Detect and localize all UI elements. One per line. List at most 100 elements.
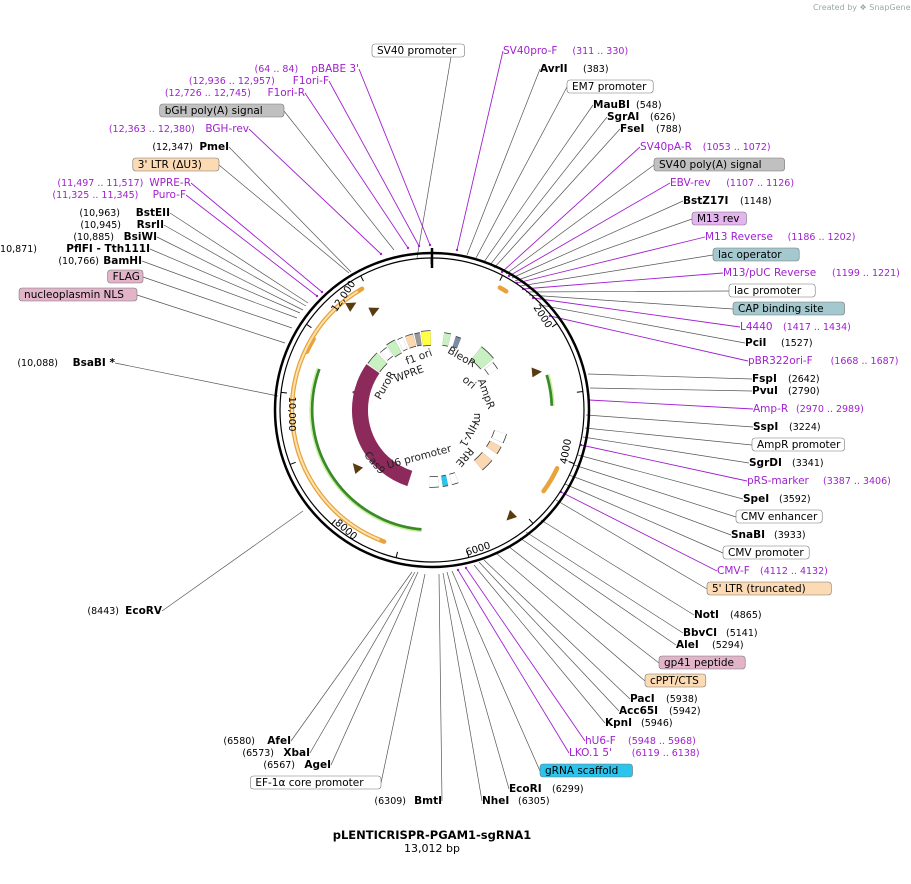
feature-arc [304, 336, 316, 354]
svg-text:(1527): (1527) [781, 338, 813, 349]
label-sv40-promoter: SV40 promoter [371, 43, 465, 58]
label-ampr-promoter: AmpR promoter [751, 437, 845, 452]
svg-text:AmpR promoter: AmpR promoter [757, 439, 841, 451]
svg-text:(3933): (3933) [774, 530, 806, 541]
svg-text:M13 rev: M13 rev [697, 213, 740, 225]
label-snabi: SnaBI (3933) [731, 529, 806, 541]
svg-text:BsiWI: BsiWI [124, 231, 157, 243]
label-l4440: L4440 (1417 .. 1434) [740, 321, 851, 333]
feature-segment [471, 346, 494, 370]
feature-segment [449, 472, 459, 485]
label-3-ltr-u3: 3' LTR (ΔU3) [132, 157, 220, 172]
label-maubi: MauBI (548) [593, 99, 662, 111]
inner-label-bleor: BleoR [445, 345, 477, 371]
svg-text:SV40 poly(A) signal: SV40 poly(A) signal [659, 159, 762, 171]
svg-text:(4112 .. 4132): (4112 .. 4132) [760, 566, 828, 577]
label-pvui: PvuI (2790) [752, 385, 820, 397]
label-bbvci: BbvCI (5141) [683, 627, 758, 639]
direction-arrow [506, 509, 518, 521]
label-alei: AleI (5294) [676, 639, 744, 651]
svg-text:SnaBI: SnaBI [731, 529, 765, 541]
label-noti: NotI (4865) [694, 609, 762, 621]
svg-text:(11,325 .. 11,345): (11,325 .. 11,345) [52, 190, 138, 201]
svg-text:pBABE 3': pBABE 3' [311, 63, 359, 75]
svg-text:(6580): (6580) [223, 736, 255, 747]
svg-text:(2642): (2642) [788, 374, 820, 385]
svg-text:(1186 .. 1202): (1186 .. 1202) [788, 232, 856, 243]
svg-text:(12,936 .. 12,957): (12,936 .. 12,957) [189, 76, 275, 87]
svg-text:5' LTR (truncated): 5' LTR (truncated) [712, 583, 806, 595]
svg-text:(8443): (8443) [87, 606, 119, 617]
svg-text:(5942): (5942) [669, 706, 701, 717]
label-f1ori-r: F1ori-R (12,726 .. 12,745) [165, 87, 305, 99]
svg-text:PflFI - Tth111I: PflFI - Tth111I [66, 243, 150, 255]
svg-text:(10,871): (10,871) [0, 244, 37, 255]
feature-segment [380, 347, 393, 361]
svg-text:(6305): (6305) [518, 796, 550, 807]
feature-arc [497, 285, 509, 294]
label-m13-rev: M13 rev [691, 211, 747, 226]
svg-text:cPPT/CTS: cPPT/CTS [650, 675, 699, 687]
label-m13-reverse: M13 Reverse (1186 .. 1202) [705, 231, 855, 243]
inner-label-ampr: AmpR [475, 377, 497, 411]
svg-text:(10,766): (10,766) [58, 256, 99, 267]
svg-text:RsrII: RsrII [137, 219, 164, 231]
label-gp41-peptide: gp41 peptide [658, 655, 746, 670]
scale-label: 12,000 [330, 279, 359, 314]
svg-text:(311 .. 330): (311 .. 330) [572, 46, 628, 57]
label-sgrdi: SgrDI (3341) [749, 457, 824, 469]
feature-arc [541, 466, 560, 494]
svg-text:CAP binding site: CAP binding site [738, 303, 824, 315]
label-sgrai: SgrAI (626) [607, 111, 676, 123]
svg-text:pBR322ori-F: pBR322ori-F [748, 355, 813, 367]
feature-segment [474, 452, 492, 470]
svg-text:F1ori-R: F1ori-R [268, 87, 305, 99]
svg-text:KpnI: KpnI [605, 717, 632, 729]
svg-text:Acc65I: Acc65I [619, 705, 658, 717]
label-em7-promoter: EM7 promoter [566, 79, 654, 94]
svg-text:(10,885): (10,885) [73, 232, 114, 243]
svg-text:M13 Reverse: M13 Reverse [705, 231, 773, 243]
svg-text:SV40pro-F: SV40pro-F [503, 45, 557, 57]
svg-text:PciI: PciI [745, 337, 766, 349]
map-footer: pLENTICRISPR-PGAM1-sgRNA1 13,012 bp [333, 828, 532, 855]
feature-arc [545, 374, 554, 406]
label-bamhi: BamHI (10,766) [58, 255, 142, 267]
svg-text:(10,088): (10,088) [17, 358, 58, 369]
svg-text:WPRE-R: WPRE-R [149, 177, 191, 189]
svg-text:FseI: FseI [620, 123, 644, 135]
feature-arc [309, 368, 422, 533]
svg-text:(1053 .. 1072): (1053 .. 1072) [703, 142, 771, 153]
label-ebv-rev: EBV-rev (1107 .. 1126) [670, 177, 794, 189]
label-paci: PacI (5938) [630, 693, 698, 705]
label-m13-puc-reverse: M13/pUC Reverse (1199 .. 1221) [723, 267, 900, 279]
svg-text:(3224): (3224) [789, 422, 821, 433]
svg-text:SV40 promoter: SV40 promoter [377, 45, 457, 57]
label-pbabe-3: pBABE 3' (64 .. 84) [255, 63, 359, 75]
svg-text:(11,497 .. 11,517): (11,497 .. 11,517) [57, 178, 143, 189]
svg-text:EF-1α core promoter: EF-1α core promoter [255, 777, 364, 789]
svg-text:AvrII: AvrII [540, 63, 568, 75]
feature-arc [310, 368, 422, 531]
feature-segment [414, 332, 422, 346]
svg-text:(6299): (6299) [552, 784, 584, 795]
label-bstz17i: BstZ17I (1148) [683, 195, 772, 207]
svg-text:(788): (788) [656, 124, 682, 135]
inner-label-rre: RRE [453, 445, 476, 469]
svg-text:AleI: AleI [676, 639, 699, 651]
svg-text:(5946): (5946) [641, 718, 673, 729]
svg-text:(12,726 .. 12,745): (12,726 .. 12,745) [165, 88, 251, 99]
svg-text:PmeI: PmeI [199, 141, 229, 153]
label-ef-1-core-promoter: EF-1α core promoter [250, 775, 382, 790]
direction-arrow [368, 307, 380, 317]
feature-segment [397, 337, 408, 351]
svg-text:lac promoter: lac promoter [734, 285, 802, 297]
label-grna-scaffold: gRNA scaffold [539, 763, 633, 778]
svg-text:(3592): (3592) [779, 494, 811, 505]
label-flag: FLAG [107, 269, 144, 284]
label-ecorv: EcoRV (8443) [87, 605, 162, 617]
svg-text:NheI: NheI [482, 795, 509, 807]
svg-text:gRNA scaffold: gRNA scaffold [545, 765, 618, 777]
